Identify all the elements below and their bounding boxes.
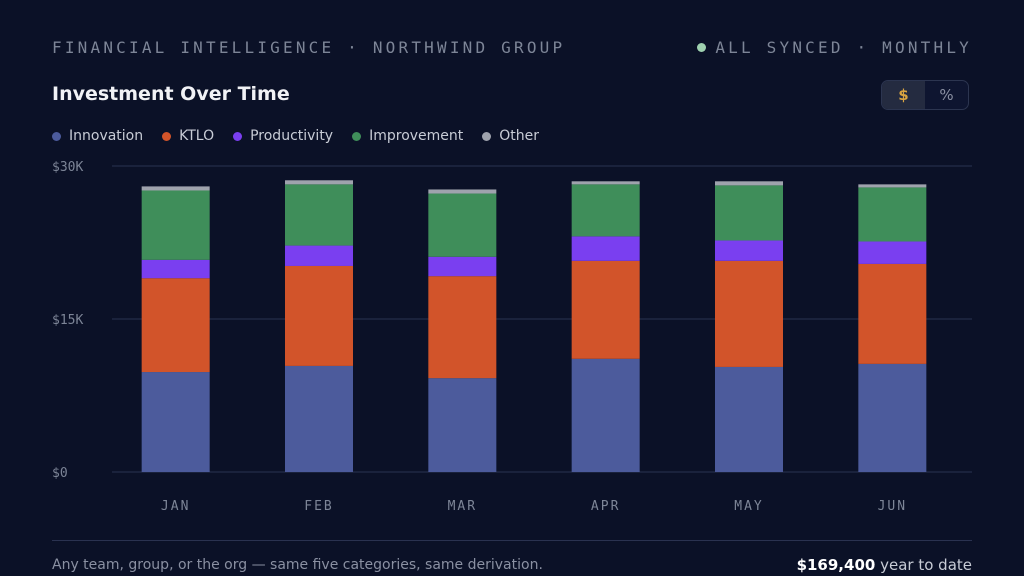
x-tick-label: JAN (161, 499, 190, 514)
x-tick-label: MAR (448, 499, 477, 514)
bar-segment-productivity (571, 236, 640, 261)
bar-segment-ktlo (858, 263, 927, 364)
top-bar: FINANCIAL INTELLIGENCE · NORTHWIND GROUP… (52, 36, 972, 58)
bar-segment-improvement (141, 190, 210, 260)
bar-segment-ktlo (571, 260, 640, 359)
sync-status-dot-icon (697, 42, 707, 52)
legend-label: Productivity (250, 128, 334, 144)
sync-label: ALL SYNCED · MONTHLY (715, 37, 972, 57)
bar-segment-innovation (141, 372, 210, 472)
bar-segment-other (141, 186, 210, 191)
bar-segment-ktlo (715, 260, 783, 367)
bar-segment-improvement (571, 184, 640, 237)
bar-segment-productivity (715, 240, 783, 261)
bar-segment-productivity (858, 241, 927, 264)
bar-segment-improvement (715, 185, 783, 241)
y-tick-label: $0 (52, 466, 68, 481)
page-title: Investment Over Time (52, 83, 290, 105)
legend-item-productivity: Productivity (233, 128, 333, 144)
legend-label: Improvement (369, 128, 464, 144)
dollar-toggle-button[interactable]: $ (882, 81, 925, 109)
bar-segment-other (715, 181, 783, 186)
bar-segment-productivity (428, 256, 497, 277)
x-tick-label: MAY (734, 499, 763, 514)
bar-segment-other (858, 184, 927, 188)
bar-segment-improvement (428, 193, 497, 257)
total-suffix: year to date (880, 556, 972, 574)
bar-segment-ktlo (428, 276, 497, 379)
legend-item-innovation: Innovation (52, 128, 143, 144)
legend-dot-icon (352, 131, 362, 141)
bar-segment-ktlo (141, 278, 210, 373)
y-tick-label: $30K (52, 160, 83, 175)
sync-status: ALL SYNCED · MONTHLY (697, 38, 972, 57)
legend-label: KTLO (179, 128, 215, 144)
footer-note: Any team, group, or the org — same five … (52, 557, 543, 573)
total-value: $169,400 (796, 556, 876, 574)
legend-dot-icon (482, 131, 492, 141)
x-tick-label: APR (591, 499, 620, 514)
bar-segment-innovation (858, 363, 927, 472)
bar-segment-productivity (141, 259, 210, 279)
bar-segment-improvement (285, 184, 353, 246)
percent-toggle-button[interactable]: % (939, 86, 954, 104)
legend-item-improvement: Improvement (352, 128, 463, 144)
legend-dot-icon (162, 131, 172, 141)
chart-legend: Innovation KTLO Productivity Improvement Oth… (52, 127, 558, 145)
bar-segment-innovation (571, 358, 640, 472)
bar-segment-productivity (285, 245, 353, 266)
bar-segment-innovation (715, 366, 783, 472)
legend-item-ktlo: KTLO (162, 128, 214, 144)
org-label: FINANCIAL INTELLIGENCE · NORTHWIND GROUP (52, 37, 566, 57)
bar-segment-other (428, 189, 497, 194)
legend-dot-icon (52, 131, 61, 141)
legend-item-other: Other (482, 128, 539, 144)
legend-label: Innovation (69, 128, 144, 144)
x-tick-label: JUN (878, 499, 907, 514)
footer-divider (52, 540, 972, 541)
bar-segment-other (285, 180, 353, 185)
bar-segment-ktlo (285, 265, 353, 366)
bar-segment-innovation (285, 365, 353, 472)
x-tick-label: FEB (304, 499, 333, 514)
bar-segment-innovation (428, 378, 497, 472)
y-tick-label: $15K (52, 313, 83, 328)
unit-toggle[interactable]: $ % (881, 80, 969, 110)
bar-segment-other (571, 181, 640, 185)
bar-segment-improvement (858, 187, 927, 242)
legend-dot-icon (233, 131, 243, 141)
legend-label: Other (499, 128, 540, 144)
year-to-date-total: $169,400 year to date (797, 556, 972, 574)
